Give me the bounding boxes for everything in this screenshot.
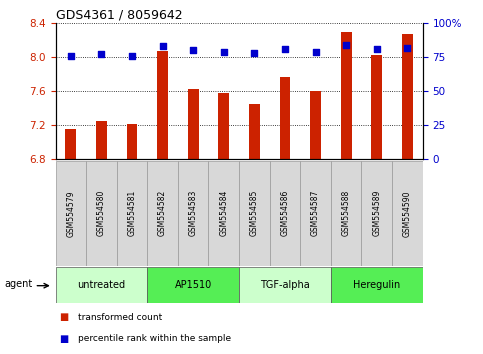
Bar (66, 130, 76, 159)
Bar (56, 267, 147, 303)
Bar (117, 161, 147, 266)
Bar (188, 88, 199, 159)
Point (98, 52, 105, 57)
Point (281, 46, 289, 52)
Text: AP1510: AP1510 (174, 280, 212, 290)
Bar (157, 51, 168, 159)
Bar (361, 161, 392, 266)
Point (251, 50, 258, 56)
Bar (371, 55, 382, 159)
Point (189, 47, 197, 53)
Text: GSM554583: GSM554583 (189, 190, 198, 236)
Text: transformed count: transformed count (78, 313, 162, 322)
Text: untreated: untreated (77, 280, 126, 290)
Bar (218, 93, 229, 159)
Bar (127, 124, 137, 159)
Bar (178, 161, 209, 266)
Text: percentile rank within the sample: percentile rank within the sample (78, 335, 231, 343)
Bar (96, 121, 107, 159)
Text: Heregulin: Heregulin (353, 280, 400, 290)
Text: GSM554582: GSM554582 (158, 190, 167, 236)
Bar (147, 161, 178, 266)
Text: GSM554590: GSM554590 (403, 190, 412, 236)
Bar (239, 161, 270, 266)
Bar (56, 161, 86, 266)
Bar (331, 161, 361, 266)
Text: ■: ■ (59, 312, 69, 322)
Bar (86, 161, 117, 266)
Bar (270, 161, 300, 266)
Bar (402, 34, 412, 159)
Point (159, 43, 167, 49)
Bar (300, 161, 331, 266)
Text: ■: ■ (59, 334, 69, 344)
Bar (209, 161, 239, 266)
Bar (249, 104, 260, 159)
Bar (310, 91, 321, 159)
Bar (341, 32, 352, 159)
Point (403, 45, 411, 50)
Text: GSM554589: GSM554589 (372, 190, 381, 236)
Bar (331, 267, 423, 303)
Bar (280, 77, 290, 159)
Point (373, 46, 381, 52)
Text: GSM554581: GSM554581 (128, 190, 137, 236)
Point (312, 49, 319, 55)
Point (67, 53, 75, 58)
Text: GSM554579: GSM554579 (66, 190, 75, 236)
Text: GSM554588: GSM554588 (341, 190, 351, 236)
Text: GSM554585: GSM554585 (250, 190, 259, 236)
Bar (392, 161, 423, 266)
Text: GSM554580: GSM554580 (97, 190, 106, 236)
Text: GSM554587: GSM554587 (311, 190, 320, 236)
Point (342, 42, 350, 48)
Point (128, 53, 136, 58)
Point (220, 49, 227, 55)
Bar (147, 267, 239, 303)
Text: agent: agent (4, 279, 33, 289)
Text: GDS4361 / 8059642: GDS4361 / 8059642 (56, 9, 182, 22)
Text: GSM554586: GSM554586 (281, 190, 289, 236)
Bar (239, 267, 331, 303)
Text: TGF-alpha: TGF-alpha (260, 280, 310, 290)
Text: GSM554584: GSM554584 (219, 190, 228, 236)
